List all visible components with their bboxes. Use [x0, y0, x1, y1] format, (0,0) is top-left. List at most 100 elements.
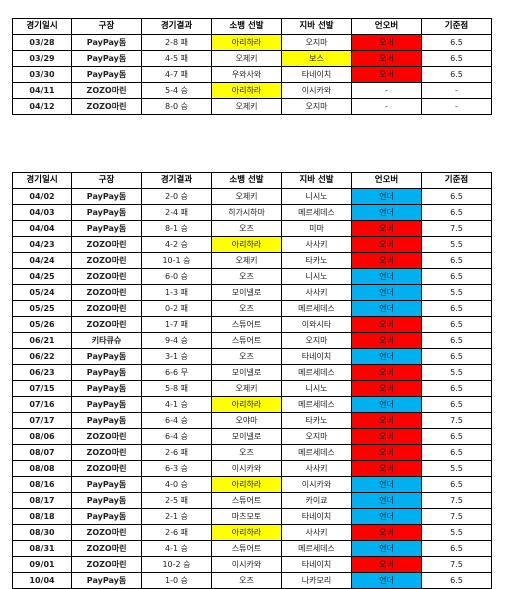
under-over-cell: 언더 [351, 300, 422, 317]
stadium-header: 구장 [71, 18, 142, 35]
date-cell: 03/28 [12, 34, 72, 51]
under-over-cell: 오버 [351, 524, 422, 541]
lotte-starter-cell: 타네이치 [281, 508, 352, 525]
table-row: 03/28 PayPay돔 2-8 패 아리하라 오지마 오버 6.5 [12, 34, 492, 51]
date-cell: 04/04 [12, 220, 72, 237]
result-cell: 5-4 승 [141, 82, 212, 99]
baseline-cell: 5.5 [421, 524, 492, 541]
softbank-starter-cell: 오즈 [211, 348, 282, 365]
result-cell: 2-5 패 [141, 492, 212, 509]
softbank-starter-cell: 아리하라 [211, 82, 282, 99]
softbank-starter-cell: 스튜어트 [211, 332, 282, 349]
date-cell: 08/30 [12, 524, 72, 541]
table-row: 04/25 ZOZO마린 6-0 승 오즈 니시노 언더 6.5 [12, 268, 492, 285]
stadium-cell: ZOZO마린 [71, 316, 142, 333]
lotte-starter-header: 지바 선발 [281, 172, 352, 189]
softbank-starter-cell: 모이넬로 [211, 428, 282, 445]
lotte-starter-cell: 타네이치 [281, 66, 352, 83]
lotte-starter-cell: 메르세데스 [281, 444, 352, 461]
date-cell: 07/17 [12, 412, 72, 429]
under-over-header: 언오버 [351, 172, 422, 189]
lotte-starter-cell: 타카노 [281, 412, 352, 429]
result-cell: 2-6 패 [141, 524, 212, 541]
date-cell: 08/31 [12, 540, 72, 557]
table-row: 05/24 ZOZO마린 1-3 패 모이넬로 사사키 언더 5.5 [12, 284, 492, 301]
date-cell: 06/22 [12, 348, 72, 365]
baseline-cell: 6.5 [421, 332, 492, 349]
under-over-cell: 언더 [351, 268, 422, 285]
stadium-cell: PayPay돔 [71, 380, 142, 397]
result-cell: 4-7 패 [141, 66, 212, 83]
lotte-starter-cell: 오지마 [281, 34, 352, 51]
table-row: 04/11 ZOZO마린 5-4 승 아리하라 이시카와 - - [12, 82, 492, 99]
softbank-starter-cell: 마츠모토 [211, 508, 282, 525]
table-row: 07/15 PayPay돔 5-8 패 오제키 니시노 오버 6.5 [12, 380, 492, 397]
stadium-cell: PayPay돔 [71, 508, 142, 525]
stadium-cell: ZOZO마린 [71, 236, 142, 253]
lotte-starter-cell: 사사키 [281, 460, 352, 477]
under-over-cell: 언더 [351, 492, 422, 509]
table-row: 08/06 ZOZO마린 6-4 승 모이넬로 오지마 오버 6.5 [12, 428, 492, 445]
lotte-starter-cell: 이시카와 [281, 82, 352, 99]
under-over-cell: 오버 [351, 444, 422, 461]
under-over-cell: 오버 [351, 66, 422, 83]
result-cell: 2-0 승 [141, 188, 212, 205]
result-cell: 4-1 승 [141, 540, 212, 557]
result-header: 경기결과 [141, 172, 212, 189]
lotte-starter-cell: 니시노 [281, 188, 352, 205]
table-row: 05/25 ZOZO마린 0-2 패 오즈 메르세데스 언더 6.5 [12, 300, 492, 317]
stadium-cell: PayPay돔 [71, 364, 142, 381]
softbank-starter-cell: 오즈 [211, 444, 282, 461]
under-over-cell: - [351, 82, 422, 99]
lotte-starter-cell: 타네이치 [281, 556, 352, 573]
lotte-starter-cell: 사사키 [281, 524, 352, 541]
baseline-cell: - [421, 98, 492, 115]
result-cell: 10-2 승 [141, 556, 212, 573]
result-cell: 2-1 승 [141, 508, 212, 525]
result-cell: 1-3 패 [141, 284, 212, 301]
table-row: 03/29 PayPay돔 4-5 패 오제키 보스 오버 6.5 [12, 50, 492, 67]
baseline-cell: 6.5 [421, 444, 492, 461]
baseline-cell: 5.5 [421, 460, 492, 477]
result-cell: 2-6 패 [141, 444, 212, 461]
softbank-starter-cell: 모이넬로 [211, 364, 282, 381]
softbank-starter-cell: 스튜어트 [211, 540, 282, 557]
baseline-cell: 6.5 [421, 476, 492, 493]
under-over-cell: 오버 [351, 50, 422, 67]
lotte-starter-cell: 오지마 [281, 332, 352, 349]
table-row: 06/23 PayPay돔 6-6 무 모이넬로 메르세데스 오버 5.5 [12, 364, 492, 381]
stadium-cell: ZOZO마린 [71, 524, 142, 541]
lotte-starter-header: 지바 선발 [281, 18, 352, 35]
date-cell: 04/03 [12, 204, 72, 221]
table-row: 07/17 PayPay돔 6-4 승 오야마 타카노 오버 7.5 [12, 412, 492, 429]
softbank-starter-cell: 우와사와 [211, 66, 282, 83]
table-body: 03/28 PayPay돔 2-8 패 아리하라 오지마 오버 6.5 03/29 PayPay… [12, 34, 492, 115]
softbank-starter-cell: 아리하라 [211, 396, 282, 413]
softbank-starter-cell: 오즈 [211, 220, 282, 237]
date-header: 경기일시 [12, 172, 72, 189]
under-over-cell: 언더 [351, 204, 422, 221]
under-over-cell: 언더 [351, 476, 422, 493]
table-row: 08/18 PayPay돔 2-1 승 마츠모토 타네이치 언더 7.5 [12, 508, 492, 525]
lotte-starter-cell: 니시노 [281, 380, 352, 397]
under-over-cell: - [351, 98, 422, 115]
date-cell: 04/12 [12, 98, 72, 115]
stadium-cell: ZOZO마린 [71, 556, 142, 573]
softbank-starter-cell: 모이넬로 [211, 284, 282, 301]
stadium-cell: PayPay돔 [71, 188, 142, 205]
date-cell: 04/25 [12, 268, 72, 285]
date-cell: 09/01 [12, 556, 72, 573]
table-row: 04/02 PayPay돔 2-0 승 오제키 니시노 언더 6.5 [12, 188, 492, 205]
table-row: 03/30 PayPay돔 4-7 패 우와사와 타네이치 오버 6.5 [12, 66, 492, 83]
baseline-cell: 5.5 [421, 364, 492, 381]
baseline-cell: 6.5 [421, 188, 492, 205]
table-header: 경기일시 구장 경기결과 소뱅 선발 지바 선발 언오버 기준점 [12, 18, 492, 35]
baseline-cell: 5.5 [421, 236, 492, 253]
table-header: 경기일시 구장 경기결과 소뱅 선발 지바 선발 언오버 기준점 [12, 172, 492, 189]
lotte-starter-cell: 이와시타 [281, 316, 352, 333]
lotte-starter-cell: 타카노 [281, 252, 352, 269]
softbank-starter-cell: 오제키 [211, 188, 282, 205]
lotte-starter-cell: 타네이치 [281, 348, 352, 365]
softbank-starter-cell: 이시카와 [211, 460, 282, 477]
lotte-starter-cell: 메르세데스 [281, 396, 352, 413]
